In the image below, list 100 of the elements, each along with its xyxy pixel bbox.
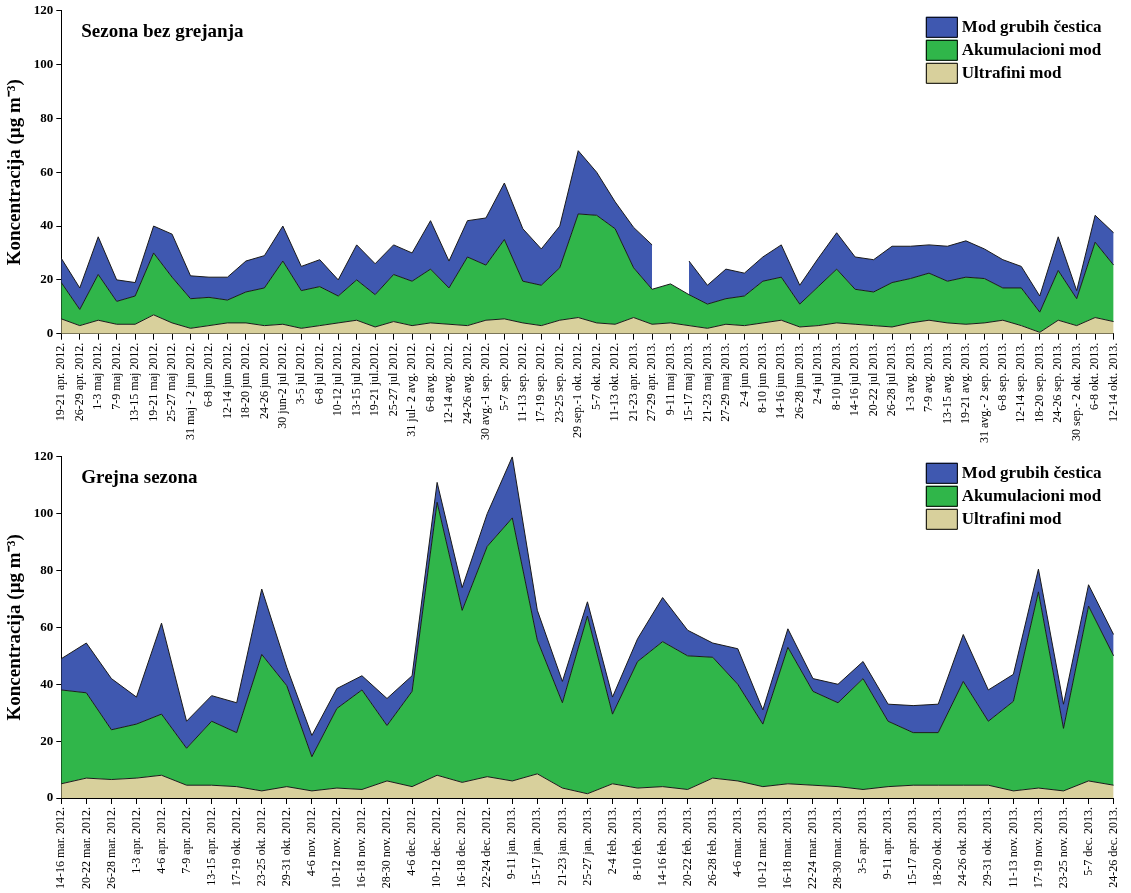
x-tick-label: 6-8 okt. 2013.: [1087, 342, 1102, 411]
x-tick-label: 20-22 jul 2013.: [865, 342, 880, 417]
x-tick-label: 4-6 dec. 2012.: [404, 807, 419, 876]
x-tick-label: 21-23 maj 2013.: [699, 342, 714, 422]
x-tick-label: 19-21 maj 2012.: [145, 342, 160, 422]
y-tick-label: 60: [40, 163, 54, 179]
x-tick-label: 28-30 nov. 2012.: [379, 807, 394, 889]
x-tick-label: 24-26 okt. 2013.: [955, 807, 970, 887]
x-tick-label: 7-9 avg. 2013.: [921, 342, 936, 413]
y-tick-label: 80: [40, 109, 54, 125]
x-tick-label: 19-21 jul.2012.: [367, 342, 382, 417]
y-axis-title: Koncentracija (µg m⁻³): [3, 534, 26, 721]
legend-label: Mod grubih čestica: [961, 17, 1103, 37]
y-tick-label: 120: [33, 2, 54, 18]
x-tick-label: 17-19 sep. 2012.: [533, 342, 548, 423]
x-tick-label: 31 maj - 2 jun 2012.: [182, 342, 197, 441]
x-tick-label: 23-25 okt. 2012.: [253, 807, 268, 887]
x-tick-label: 26-28 feb. 2013.: [704, 807, 719, 887]
y-tick-label: 20: [40, 271, 54, 287]
x-tick-label: 27-29 apr. 2013.: [644, 342, 659, 422]
x-tick-label: 5-7 okt. 2012.: [588, 342, 603, 411]
x-tick-label: 25-27 jan. 2013.: [579, 807, 594, 886]
x-tick-label: 22-24 mar. 2013.: [805, 807, 820, 890]
x-tick-label: 6-8 jun 2012.: [201, 342, 216, 408]
text: Sezona bez grejanja: [81, 20, 244, 42]
x-tick-label: 10-12 jul 2012.: [330, 342, 345, 417]
x-tick-label: 7-9 apr. 2012.: [178, 807, 193, 874]
x-tick-label: 6-8 sep. 2013.: [994, 342, 1009, 411]
x-tick-label: 26-28 mar. 2012.: [103, 807, 118, 890]
x-tick-label: 14-16 jul 2013.: [847, 342, 862, 417]
y-tick-label: 120: [33, 448, 54, 464]
x-tick-label: 13-15 jul 2012.: [348, 342, 363, 417]
x-tick-label: 15-17 apr. 2013.: [905, 807, 920, 886]
x-tick-label: 22-24 dec. 2012.: [479, 807, 494, 888]
y-tick-label: 20: [40, 732, 54, 748]
x-tick-label: 16-18 nov. 2012.: [354, 807, 369, 889]
x-tick-label: 12-14 avg. 2012.: [441, 342, 456, 425]
x-tick-label: 1-3 apr. 2012.: [128, 807, 143, 874]
x-tick-label: 15-17 maj 2013.: [681, 342, 696, 422]
y-tick-label: 100: [33, 55, 54, 71]
y-axis-title: Koncentracija (µg m⁻³): [3, 79, 26, 266]
x-tick-label: 14-16 jun 2013.: [773, 342, 788, 420]
x-tick-label: 10-12 mar. 2013.: [754, 807, 769, 890]
x-tick-label: 20-22 feb. 2013.: [679, 807, 694, 887]
x-tick-label: 12-14 okt. 2013.: [1105, 342, 1120, 423]
x-tick-label: 16-18 mar. 2013.: [780, 807, 795, 890]
x-tick-label: 30 sep.- 2 okt. 2013.: [1068, 342, 1083, 442]
legend-label: Akumulacioni mod: [961, 486, 1102, 506]
x-tick-label: 10-12 dec. 2012.: [429, 807, 444, 888]
x-tick-label: 18-20 jun 2012.: [238, 342, 253, 420]
x-tick-label: 14-16 feb. 2013.: [654, 807, 669, 887]
x-tick-label: 24-26 dec. 2013.: [1105, 807, 1120, 888]
x-tick-label: 9-11 apr. 2013.: [880, 807, 895, 880]
legend-label: Mod grubih čestica: [961, 463, 1103, 483]
legend-label: Ultrafini mod: [961, 509, 1063, 529]
legend-label: Akumulacioni mod: [961, 40, 1102, 60]
y-tick-label: 0: [46, 325, 54, 341]
x-tick-label: 30 avg.-1 sep. 2012.: [478, 342, 493, 441]
y-tick-label: 80: [40, 561, 54, 577]
x-tick-label: 11-13 sep. 2012.: [514, 342, 529, 423]
x-tick-label: 13-15 apr. 2012.: [203, 807, 218, 886]
x-tick-label: 12-14 sep. 2013.: [1013, 342, 1028, 423]
x-tick-label: 28-30 mar. 2013.: [830, 807, 845, 890]
x-tick-label: 17-19 nov. 2013.: [1030, 807, 1045, 889]
x-tick-label: 1-3 maj 2012.: [90, 342, 105, 410]
x-tick-label: 26-28 jul 2013.: [884, 342, 899, 417]
x-tick-label: 27-29 maj 2013.: [718, 342, 733, 422]
x-tick-label: 4-6 apr. 2012.: [153, 807, 168, 874]
x-tick-label: 8-10 jul 2013.: [828, 342, 843, 411]
y-tick-label: 60: [40, 618, 54, 634]
x-tick-label: 14-16 mar. 2012.: [53, 807, 68, 890]
x-tick-label: 18-20 okt. 2013.: [930, 807, 945, 887]
x-tick-label: 31 avg.- 2 sep. 2013.: [976, 342, 991, 444]
x-tick-label: 10-12 nov. 2012.: [329, 807, 344, 889]
x-tick-label: 12-14 jun 2012.: [219, 342, 234, 420]
text: Grejna sezona: [81, 466, 199, 488]
x-tick-label: 21-23 apr. 2013.: [625, 342, 640, 422]
x-tick-label: 13-15 avg. 2013.: [939, 342, 954, 425]
x-tick-label: 4-6 nov. 2012.: [304, 807, 318, 877]
x-tick-label: 25-27 maj 2012.: [164, 342, 179, 422]
legend-label: Ultrafini mod: [961, 63, 1063, 83]
x-tick-label: 6-8 jul 2012.: [311, 342, 326, 405]
x-tick-label: 6-8 avg. 2012.: [422, 342, 437, 413]
x-tick-label: 29 sep.-1 okt. 2012.: [570, 342, 585, 439]
x-tick-label: 13-15 maj 2012.: [127, 342, 142, 422]
x-tick-label: 19-21 avg. 2013.: [958, 342, 973, 425]
x-tick-label: 20-22 mar. 2012.: [78, 807, 93, 890]
x-tick-label: 4-6 mar. 2013.: [729, 807, 744, 878]
x-tick-label: 2-4 jun 2013.: [736, 342, 751, 408]
x-tick-label: 3-5 jul 2012.: [293, 342, 308, 405]
x-tick-label: 8-10 feb. 2013.: [629, 807, 644, 881]
x-tick-label: 26-28 jun 2013.: [791, 342, 806, 420]
x-tick-label: 2-4 jul 2013.: [810, 342, 825, 405]
x-tick-label: 29-31 okt. 2012.: [278, 807, 293, 887]
x-tick-label: 17-19 okt. 2012.: [228, 807, 243, 887]
x-tick-label: 9-11 jan. 2013.: [504, 807, 519, 880]
x-tick-label: 30 jun-2 jul 2012.: [274, 342, 289, 429]
y-tick-label: 100: [33, 505, 54, 521]
x-tick-label: 5-7 sep. 2012.: [496, 342, 511, 411]
x-tick-label: 15-17 jan. 2013.: [529, 807, 544, 886]
